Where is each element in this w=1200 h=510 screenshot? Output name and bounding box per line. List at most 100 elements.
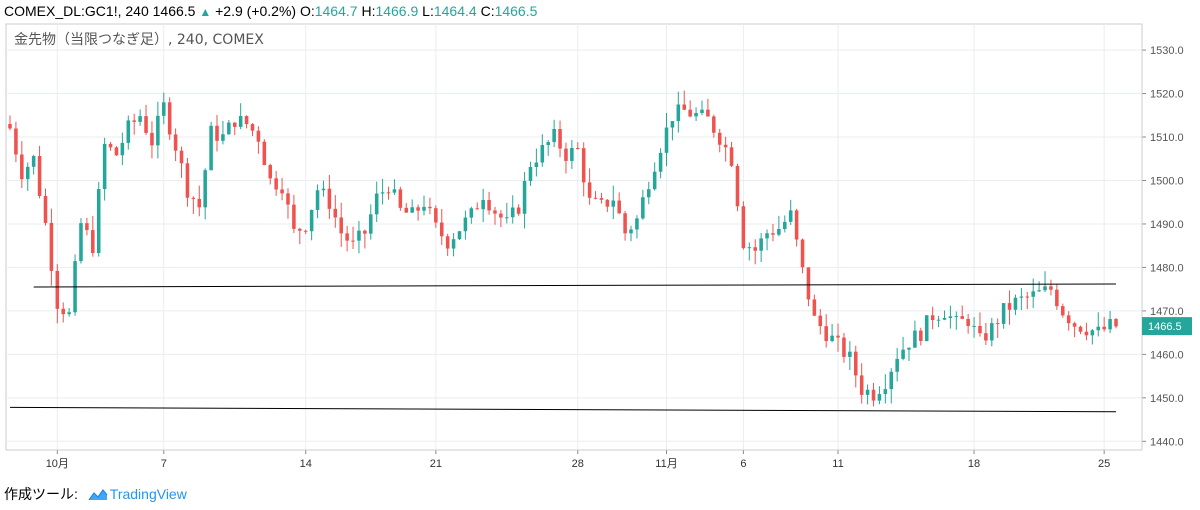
candle-body [812, 299, 817, 316]
candle-body [422, 206, 426, 211]
plot-frame [5, 23, 1143, 451]
candle-body [1084, 331, 1089, 336]
candle-body [599, 198, 604, 200]
candle-body [250, 124, 255, 131]
candle-body [439, 222, 444, 237]
open-value: 1464.7 [314, 3, 358, 19]
candle-body [20, 154, 24, 180]
candle-body [8, 123, 12, 129]
candle-body [576, 148, 580, 150]
high-value: 1466.9 [375, 3, 419, 19]
x-tick-label: 25 [1098, 458, 1110, 470]
candle-body [179, 150, 184, 164]
candle-body [43, 195, 48, 223]
candle-body [688, 109, 692, 117]
candle-body [416, 207, 420, 211]
candle-body [635, 218, 639, 230]
candle-body [1114, 318, 1118, 327]
candle-body [262, 141, 267, 166]
candle-body [836, 335, 840, 338]
candle-body [978, 325, 982, 334]
candle-body [1090, 330, 1095, 336]
candle-body [859, 375, 864, 395]
candle-body [309, 209, 314, 232]
x-tick-label: 6 [740, 458, 746, 470]
candle-body [913, 330, 917, 348]
footer: 作成ツール: TradingView [4, 484, 187, 504]
candle-body [268, 165, 273, 179]
candle-body [410, 207, 414, 213]
candle-body [1066, 315, 1071, 324]
candle-body [919, 330, 923, 342]
candle-body [889, 371, 894, 390]
candle-body [493, 210, 497, 214]
candle-body [428, 206, 432, 209]
last-price-badge [1142, 317, 1192, 336]
candle-body [487, 200, 491, 211]
candle-body [55, 270, 60, 309]
candle-body [924, 315, 929, 342]
candle-body [61, 308, 66, 315]
symbol-header: COMEX_DL:GC1!, 240 1466.5 ▲ +2.9 (+0.2%)… [4, 1, 537, 21]
candle-body [1060, 306, 1065, 316]
candle-body [126, 120, 131, 143]
candle-body [298, 228, 302, 231]
candle-body [901, 349, 905, 359]
candle-body [499, 213, 503, 218]
candle-body [481, 200, 485, 210]
candle-body [871, 389, 876, 401]
candle-body [185, 163, 190, 198]
candle-body [363, 230, 367, 234]
chart-area[interactable]: 1440.0 1450.0 1460.0 1470.0 1480.0 1490.0 1500… [0, 22, 1200, 476]
candle-body [564, 148, 568, 161]
candle-body [735, 165, 740, 207]
candle-body [700, 109, 704, 114]
candle-body [765, 233, 769, 239]
candle-body [150, 132, 154, 146]
candle-body [570, 148, 574, 161]
made-with-label: 作成ツール: [4, 486, 78, 502]
close-label: C: [480, 3, 495, 19]
low-label: L: [422, 3, 434, 19]
high-label: H: [361, 3, 376, 19]
candle-body [108, 143, 113, 148]
candle-body [818, 315, 823, 327]
candle-body [753, 247, 757, 251]
candle-body [759, 238, 763, 251]
candle-body [800, 239, 805, 268]
candle-body [244, 116, 249, 125]
candle-body [966, 318, 970, 327]
y-tick-label: 1500.0 [1150, 175, 1184, 187]
candle-body [85, 223, 89, 231]
candle-body [676, 104, 681, 122]
candle-body [664, 127, 669, 153]
candle-body [227, 122, 231, 135]
candle-body [830, 335, 834, 342]
y-tick-label: 1520.0 [1150, 89, 1184, 101]
candle-body [995, 323, 1000, 325]
candle-body [1102, 326, 1106, 330]
candle-body [1037, 290, 1041, 292]
candle-body [729, 147, 734, 166]
candle-body [380, 192, 385, 194]
tradingview-link[interactable]: TradingView [109, 486, 187, 502]
candle-body [646, 189, 651, 198]
candle-body [747, 247, 752, 249]
candle-body [469, 208, 474, 218]
candle-body [292, 204, 296, 229]
candle-body [209, 125, 213, 171]
candle-body [374, 193, 379, 215]
candle-body [457, 231, 462, 240]
candle-body [936, 319, 941, 321]
candle-body [339, 217, 343, 234]
candlestick-chart[interactable]: 1440.0 1450.0 1460.0 1470.0 1480.0 1490.0 1500… [0, 22, 1200, 476]
symbol-label[interactable]: COMEX_DL:GC1!, 240 [4, 3, 149, 19]
y-tick-label: 1440.0 [1150, 436, 1184, 448]
candle-body [434, 208, 438, 223]
candle-body [303, 230, 308, 232]
candle-body [990, 323, 994, 341]
candle-body [25, 166, 30, 180]
candle-body [1019, 296, 1024, 298]
candle-body [972, 325, 976, 327]
candle-body [771, 233, 775, 235]
